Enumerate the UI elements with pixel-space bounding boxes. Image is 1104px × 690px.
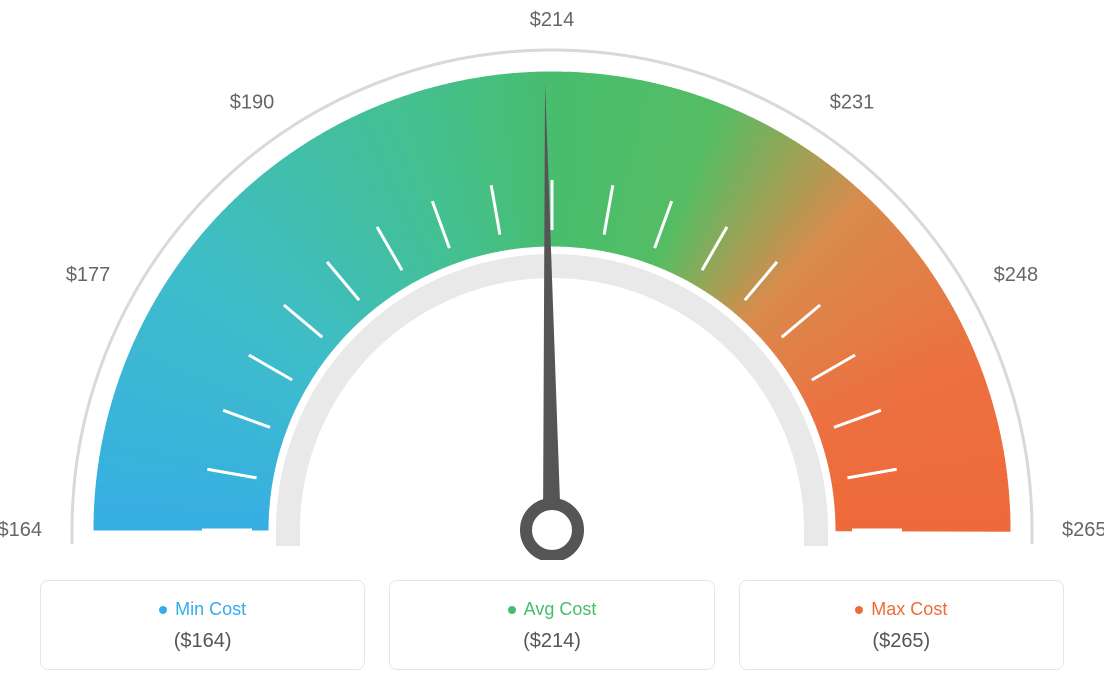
gauge-tick-label: $190 [230, 91, 275, 113]
legend-value-min: ($164) [51, 630, 354, 653]
legend-label-max: Max Cost [871, 599, 947, 620]
legend-value-avg: ($214) [400, 630, 703, 653]
gauge-tick-label: $164 [0, 519, 42, 541]
legend-label-avg: Avg Cost [524, 599, 597, 620]
cost-gauge: $164 $177 $190 $214 $231 $248 $265 [0, 0, 1104, 560]
gauge-tick-label: $248 [994, 264, 1039, 286]
dot-icon [855, 606, 863, 614]
legend-label-min: Min Cost [175, 599, 246, 620]
gauge-tick-label: $231 [830, 91, 875, 113]
legend-card-avg: Avg Cost ($214) [389, 580, 714, 670]
dot-icon [508, 606, 516, 614]
legend-row: Min Cost ($164) Avg Cost ($214) Max Cost… [40, 580, 1064, 670]
legend-card-min: Min Cost ($164) [40, 580, 365, 670]
dot-icon [159, 606, 167, 614]
gauge-tick-label: $214 [530, 9, 575, 31]
gauge-tick-label: $265 [1062, 519, 1104, 541]
legend-value-max: ($265) [750, 630, 1053, 653]
legend-card-max: Max Cost ($265) [739, 580, 1064, 670]
gauge-tick-label: $177 [66, 264, 111, 286]
gauge-hub [526, 504, 578, 556]
